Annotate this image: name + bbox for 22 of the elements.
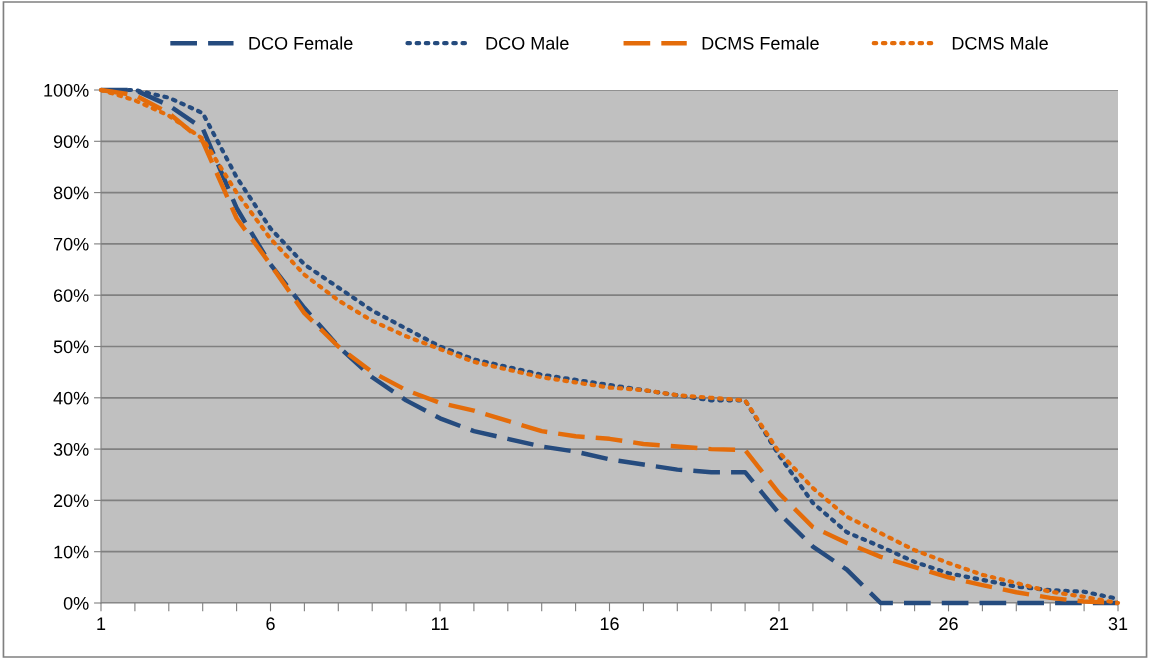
x-tick-label: 11	[432, 617, 449, 630]
y-tick-label: 90%	[53, 135, 89, 149]
x-tick-label: 1	[97, 617, 106, 630]
y-tick-label: 0%	[63, 596, 89, 610]
x-tick-label: 6	[266, 617, 275, 631]
legend-label: DCO Female	[249, 36, 353, 50]
y-tick-label: 30%	[53, 443, 89, 456]
y-tick-label: 70%	[53, 237, 89, 251]
y-tick-label: 10%	[54, 545, 89, 559]
x-tick-label: 16	[600, 617, 619, 631]
legend-label: DCMS Male	[952, 36, 1048, 50]
x-tick-label: 21	[769, 617, 789, 630]
x-tick-label: 31	[1108, 617, 1128, 631]
legend-label: DCO Male	[486, 36, 569, 50]
x-tick-label: 26	[939, 617, 958, 631]
y-tick-label: 20%	[53, 494, 89, 508]
y-tick-label: 60%	[53, 289, 89, 302]
y-tick-label: 100%	[44, 83, 89, 97]
y-tick-label: 80%	[53, 186, 89, 200]
legend-label: DCMS Female	[702, 36, 819, 50]
y-tick-label: 50%	[53, 340, 89, 354]
y-tick-label: 40%	[53, 391, 89, 405]
